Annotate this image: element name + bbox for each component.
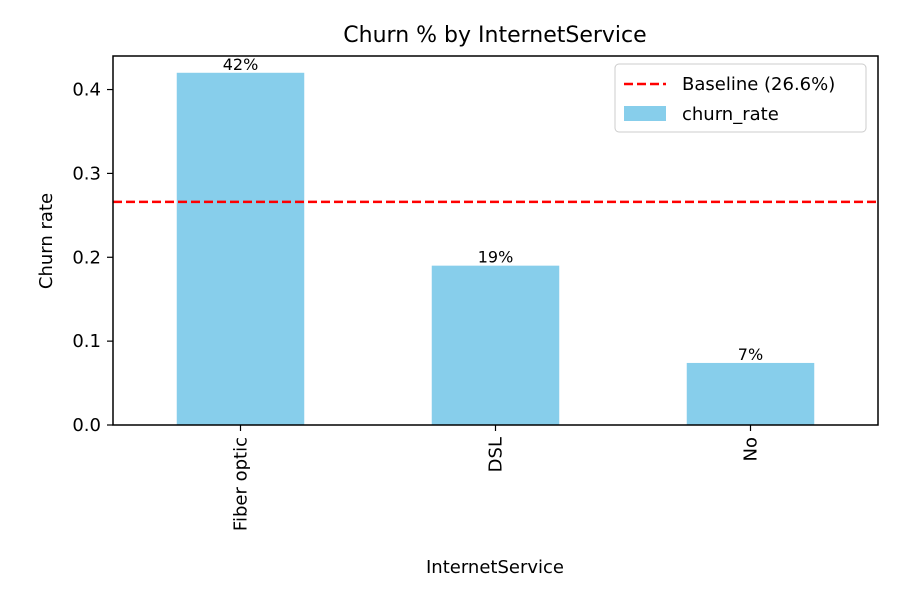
legend-series-swatch <box>624 106 666 121</box>
y-tick-label: 0.0 <box>72 415 101 436</box>
bar-data-label: 42% <box>223 55 259 74</box>
bar <box>431 265 560 425</box>
x-tick-label: DSL <box>486 437 507 472</box>
bar-data-label: 7% <box>738 345 763 364</box>
y-axis-label: Churn rate <box>36 193 57 289</box>
y-tick-label: 0.4 <box>72 80 101 101</box>
y-tick-label: 0.1 <box>72 331 101 352</box>
bar <box>176 72 305 425</box>
x-tick-label: No <box>741 437 762 461</box>
y-axis: 0.0 0.1 0.2 0.3 0.4 <box>72 80 113 436</box>
legend-baseline-label: Baseline (26.6%) <box>682 74 835 95</box>
legend-box <box>614 63 867 133</box>
legend: Baseline (26.6%) churn_rate <box>614 63 867 133</box>
bar <box>686 362 815 425</box>
bars-layer <box>176 72 815 425</box>
x-axis: Fiber optic DSL No <box>231 425 762 531</box>
x-tick-label: Fiber optic <box>231 437 252 531</box>
chart-title: Churn % by InternetService <box>343 23 646 48</box>
y-tick-label: 0.3 <box>72 163 101 184</box>
legend-series-label: churn_rate <box>682 104 779 125</box>
data-labels-layer: 42% 19% 7% <box>223 55 763 364</box>
x-axis-label: InternetService <box>426 557 564 578</box>
bar-data-label: 19% <box>478 248 514 267</box>
y-tick-label: 0.2 <box>72 247 101 268</box>
